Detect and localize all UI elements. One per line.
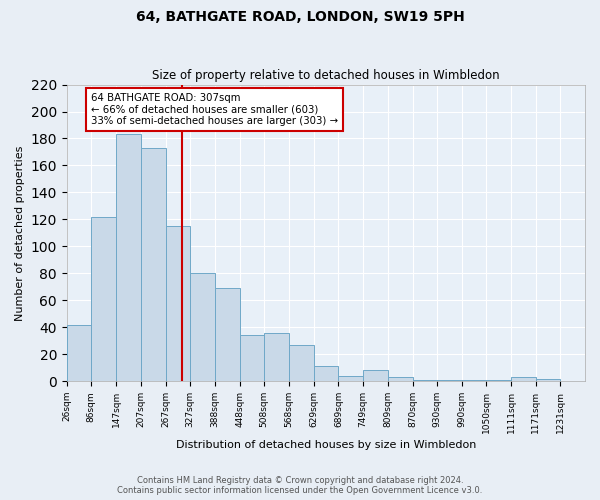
Bar (388, 377, 413, 381)
Bar (264, 332, 289, 381)
Bar (91, 216, 116, 381)
Bar (116, 134, 141, 381)
Title: Size of property relative to detached houses in Wimbledon: Size of property relative to detached ho… (152, 69, 500, 82)
Bar (413, 380, 437, 381)
Bar (461, 380, 486, 381)
Bar (67, 324, 91, 381)
X-axis label: Distribution of detached houses by size in Wimbledon: Distribution of detached houses by size … (176, 440, 476, 450)
Bar (166, 226, 190, 381)
Bar (363, 370, 388, 381)
Bar (190, 274, 215, 381)
Bar (314, 366, 338, 381)
Bar (511, 377, 536, 381)
Bar (239, 336, 264, 381)
Text: 64 BATHGATE ROAD: 307sqm
← 66% of detached houses are smaller (603)
33% of semi-: 64 BATHGATE ROAD: 307sqm ← 66% of detach… (91, 92, 338, 126)
Bar (486, 380, 511, 381)
Text: Contains HM Land Registry data © Crown copyright and database right 2024.
Contai: Contains HM Land Registry data © Crown c… (118, 476, 482, 495)
Bar (536, 378, 560, 381)
Bar (215, 288, 239, 381)
Y-axis label: Number of detached properties: Number of detached properties (15, 145, 25, 320)
Bar (289, 345, 314, 381)
Text: 64, BATHGATE ROAD, LONDON, SW19 5PH: 64, BATHGATE ROAD, LONDON, SW19 5PH (136, 10, 464, 24)
Bar (437, 380, 461, 381)
Bar (141, 148, 166, 381)
Bar (338, 376, 363, 381)
